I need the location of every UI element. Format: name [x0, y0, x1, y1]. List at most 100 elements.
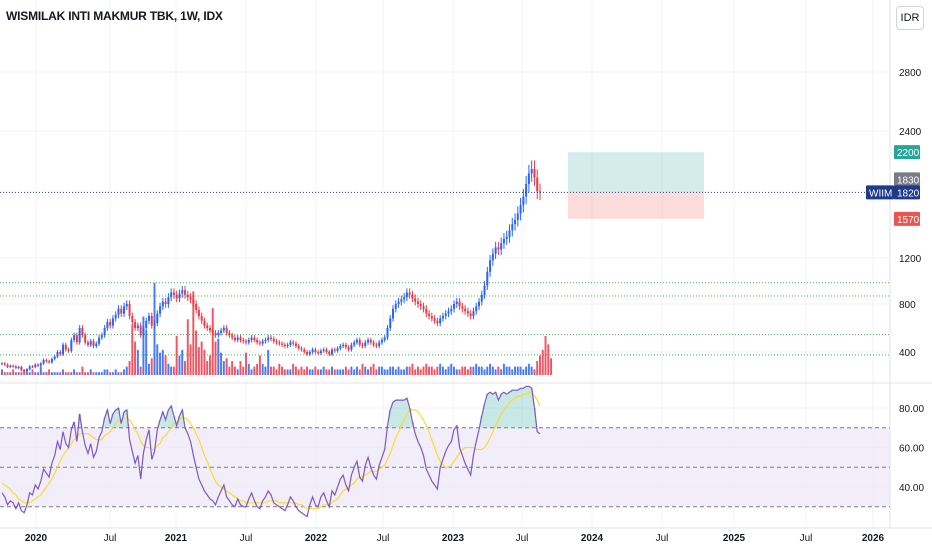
volume-bar	[92, 372, 95, 375]
volume-bar	[367, 369, 370, 375]
price-tick-label: 2400	[899, 127, 922, 138]
volume-bar	[536, 361, 539, 375]
candle-body	[208, 328, 211, 331]
volume-bar	[50, 372, 53, 375]
candle-body	[303, 349, 306, 352]
volume-bar	[403, 369, 406, 375]
volume-bar	[486, 366, 489, 375]
candle-body	[64, 344, 67, 350]
candle-body	[128, 304, 131, 316]
volume-bar	[527, 363, 530, 375]
candle-body	[56, 352, 59, 357]
volume-bar	[186, 319, 189, 375]
volume-bar	[400, 369, 403, 375]
candle-body	[383, 337, 386, 340]
candle-body	[458, 301, 461, 307]
volume-bar	[250, 369, 253, 375]
candle-body	[14, 366, 17, 369]
candle-body	[106, 322, 109, 328]
volume-bar	[45, 372, 48, 375]
volume-bar	[405, 366, 408, 375]
candle-body	[289, 342, 292, 345]
candle-body	[394, 304, 397, 309]
volume-bar	[195, 330, 198, 375]
volume-bar	[150, 358, 153, 375]
candle-body	[200, 316, 203, 321]
candle-body	[355, 340, 358, 343]
candle-body	[292, 342, 295, 344]
candle-body	[28, 366, 31, 370]
candle-body	[222, 328, 225, 331]
volume-bar	[25, 372, 28, 375]
candle-body	[317, 352, 320, 354]
stop-price-label: 1570	[897, 215, 920, 226]
candle-body	[514, 219, 517, 225]
time-tick-label: 2025	[723, 533, 746, 544]
candle-body	[120, 308, 123, 314]
volume-bar	[314, 366, 317, 375]
volume-bar	[550, 358, 553, 375]
candle-body	[392, 308, 395, 319]
candle-body	[511, 224, 514, 231]
volume-bar	[20, 372, 23, 375]
volume-bar	[261, 363, 264, 375]
rsi-ma-line	[1, 391, 541, 510]
volume-bar	[355, 366, 358, 375]
volume-bar	[386, 369, 389, 375]
volume-bar	[31, 369, 34, 375]
candle-body	[281, 343, 284, 345]
volume-bar	[28, 372, 31, 375]
last-price-label-bg	[894, 185, 920, 200]
candle-body	[439, 318, 442, 324]
volume-bar	[197, 347, 200, 375]
candle-body	[153, 323, 156, 326]
candle-body	[378, 342, 381, 346]
volume-bar	[303, 369, 306, 375]
candle-body	[242, 340, 245, 342]
candle-body	[489, 260, 492, 272]
rsi-overbought-fill	[72, 386, 537, 428]
volume-bar	[283, 369, 286, 375]
candle-body	[416, 301, 419, 304]
candle-body	[95, 343, 98, 346]
candle-body	[372, 342, 375, 345]
volume-bar	[464, 366, 467, 375]
volume-bar	[145, 330, 148, 375]
candle-body	[37, 364, 40, 366]
candle-body	[422, 306, 425, 309]
volume-bar	[472, 366, 475, 375]
candle-body	[294, 343, 297, 346]
candle-body	[206, 325, 209, 328]
candle-body	[425, 308, 428, 314]
candle-body	[217, 332, 220, 336]
volume-bar	[134, 341, 137, 375]
symbol-price-label-bg	[866, 185, 894, 200]
volume-bar	[342, 369, 345, 375]
candle-body	[519, 205, 522, 214]
volume-bar	[328, 369, 331, 375]
candle-body	[53, 356, 56, 359]
candle-body	[533, 169, 536, 178]
volume-bar	[428, 366, 431, 375]
price-tick-label: 2800	[899, 68, 922, 79]
volume-bar	[477, 366, 480, 375]
volume-bar	[450, 363, 453, 375]
candle-body	[522, 196, 525, 206]
volume-bar	[161, 349, 164, 375]
volume-bar	[483, 369, 486, 375]
candle-body	[389, 318, 392, 328]
candle-body	[81, 328, 84, 336]
time-tick-label: 2024	[581, 533, 604, 544]
currency-button[interactable]: IDR	[896, 6, 924, 30]
candle-body	[231, 335, 234, 338]
candle-body	[516, 213, 519, 220]
volume-bar	[497, 366, 500, 375]
volume-bar	[206, 361, 209, 375]
volume-bar	[466, 369, 469, 375]
volume-bar	[480, 366, 483, 375]
volume-bar	[514, 366, 516, 375]
candle-body	[278, 342, 281, 344]
volume-bar	[242, 366, 245, 375]
volume-bar	[109, 372, 112, 375]
volume-bar	[469, 366, 472, 375]
